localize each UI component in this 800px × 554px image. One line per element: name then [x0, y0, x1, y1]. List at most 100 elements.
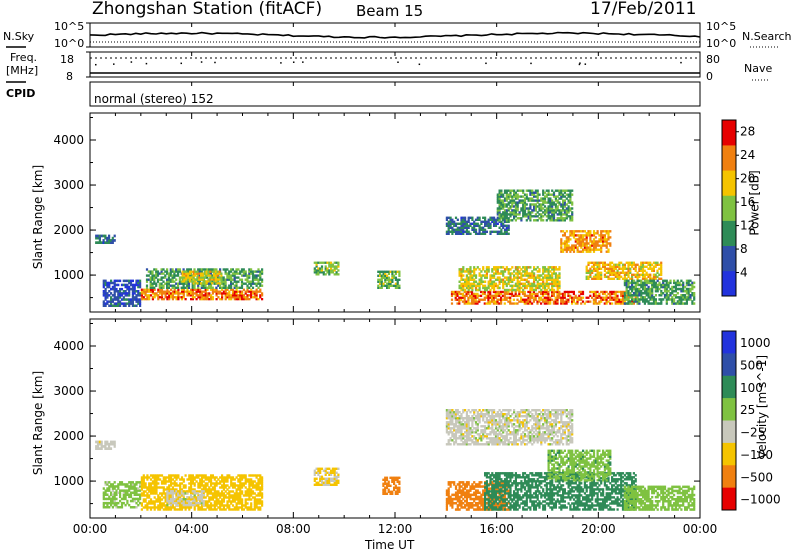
panel-0-cell: [474, 298, 477, 301]
panel-0-cell: [464, 284, 467, 288]
panel-0-cell: [464, 218, 467, 221]
panel-0-cell: [106, 302, 109, 305]
panel-0-cell: [474, 230, 478, 233]
panel-0-cell: [215, 286, 218, 289]
panel-0-cell: [502, 232, 505, 235]
panel-1-cell: [104, 489, 107, 492]
panel-1-cell: [111, 495, 114, 499]
panel-0-cell: [181, 272, 184, 275]
panel-0-cell: [95, 234, 98, 238]
panel-0-cell: [569, 232, 572, 235]
panel-0-cell: [387, 280, 390, 283]
panel-0-cell: [485, 220, 488, 223]
panel-0-cell: [603, 234, 606, 237]
panel-0-cell: [484, 232, 487, 235]
panel-1-cell: [261, 482, 264, 485]
panel-0-cell: [587, 242, 590, 245]
panel-0-cell: [195, 290, 198, 293]
panel-0-cell: [587, 300, 590, 303]
panel-1-cell: [331, 477, 334, 480]
panel-0-cell: [531, 282, 534, 286]
panel-0-cell: [589, 246, 592, 249]
panel-0-cell: [511, 189, 514, 192]
panel-1-cell: [206, 484, 209, 487]
panel-0-cell: [484, 230, 487, 233]
panel-0-cell: [469, 266, 472, 269]
panel-0-cell: [563, 201, 566, 204]
panel-1-cell: [110, 497, 113, 501]
panel-1-cell: [179, 502, 182, 505]
panel-0-cell: [652, 265, 655, 268]
panel-0-cell: [689, 294, 692, 297]
panel-0-cell: [507, 193, 510, 196]
panel-0-cell: [589, 248, 592, 251]
panel-0-cell: [242, 272, 245, 275]
panel-1-cell: [157, 476, 160, 479]
panel-0-cell: [473, 272, 476, 275]
panel-1-cell: [253, 506, 256, 509]
panel-1-cell: [230, 496, 233, 499]
panel-1-cell: [202, 484, 205, 487]
panel-0-cell: [460, 268, 463, 271]
panel-0-cell: [583, 238, 586, 241]
panel-1-cell: [251, 486, 255, 489]
panel-0-cell: [500, 203, 503, 206]
panel-0-cell: [500, 280, 503, 283]
panel-1-cell: [335, 483, 338, 486]
panel-1-cell: [164, 482, 167, 485]
panel-0-cell: [231, 268, 234, 271]
panel-0-cell: [257, 274, 260, 277]
panel-1-cell: [180, 490, 183, 493]
panel-0-cell: [507, 228, 510, 231]
panel-0-cell: [226, 288, 229, 291]
panel-1-cell: [320, 467, 324, 470]
panel-0-cell: [241, 294, 244, 297]
panel-0-cell: [160, 268, 163, 271]
panel-0-cell: [198, 268, 202, 271]
panel-0-cell: [478, 300, 481, 303]
panel-0-cell: [594, 242, 597, 245]
panel-0-cell: [551, 219, 554, 222]
panel-0-cell: [691, 285, 694, 289]
panel-0-cell: [665, 279, 668, 283]
panel-0-cell: [445, 224, 448, 227]
panel-0-cell: [549, 211, 552, 214]
panel-0-cell: [451, 220, 454, 223]
panel-0-cell: [647, 285, 650, 289]
panel-0-cell: [665, 294, 668, 297]
panel-1-cell: [210, 496, 213, 499]
panel-1-cell: [202, 490, 205, 493]
panel-0-cell: [545, 207, 548, 210]
panel-1-cell: [208, 486, 211, 489]
panel-0-cell: [489, 284, 492, 288]
panel-1-cell: [120, 506, 124, 509]
panel-0-cell: [533, 266, 536, 269]
panel-1-cell: [151, 482, 154, 485]
panel-1-cell: [133, 497, 136, 501]
panel-0-cell: [507, 300, 510, 303]
panel-0-cell: [157, 298, 160, 301]
panel-0-cell: [523, 201, 527, 204]
panel-1-cell: [106, 487, 109, 490]
panel-1-cell: [204, 496, 207, 499]
panel-1-cell: [166, 494, 169, 497]
panel-0-cell: [218, 272, 221, 275]
panel-0-cell: [207, 278, 210, 281]
panel-0-cell: [460, 276, 463, 279]
panel-0-cell: [230, 280, 233, 283]
panel-0-cell: [514, 302, 517, 305]
panel-0-cell: [545, 282, 548, 286]
panel-0-cell: [465, 222, 468, 225]
panel-1-cell: [210, 506, 213, 509]
panel-1-cell: [191, 478, 194, 481]
panel-1-cell: [164, 496, 167, 499]
panel-0-cell: [601, 296, 605, 299]
panel-1-cell: [257, 480, 260, 483]
panel-0-cell: [250, 270, 253, 273]
panel-1-cell: [210, 484, 213, 487]
panel-0-cell: [111, 300, 114, 303]
panel-0-cell: [585, 248, 588, 251]
panel-0-cell: [503, 292, 506, 296]
panel-1-cell: [175, 498, 178, 501]
panel-0-cell: [643, 279, 646, 283]
